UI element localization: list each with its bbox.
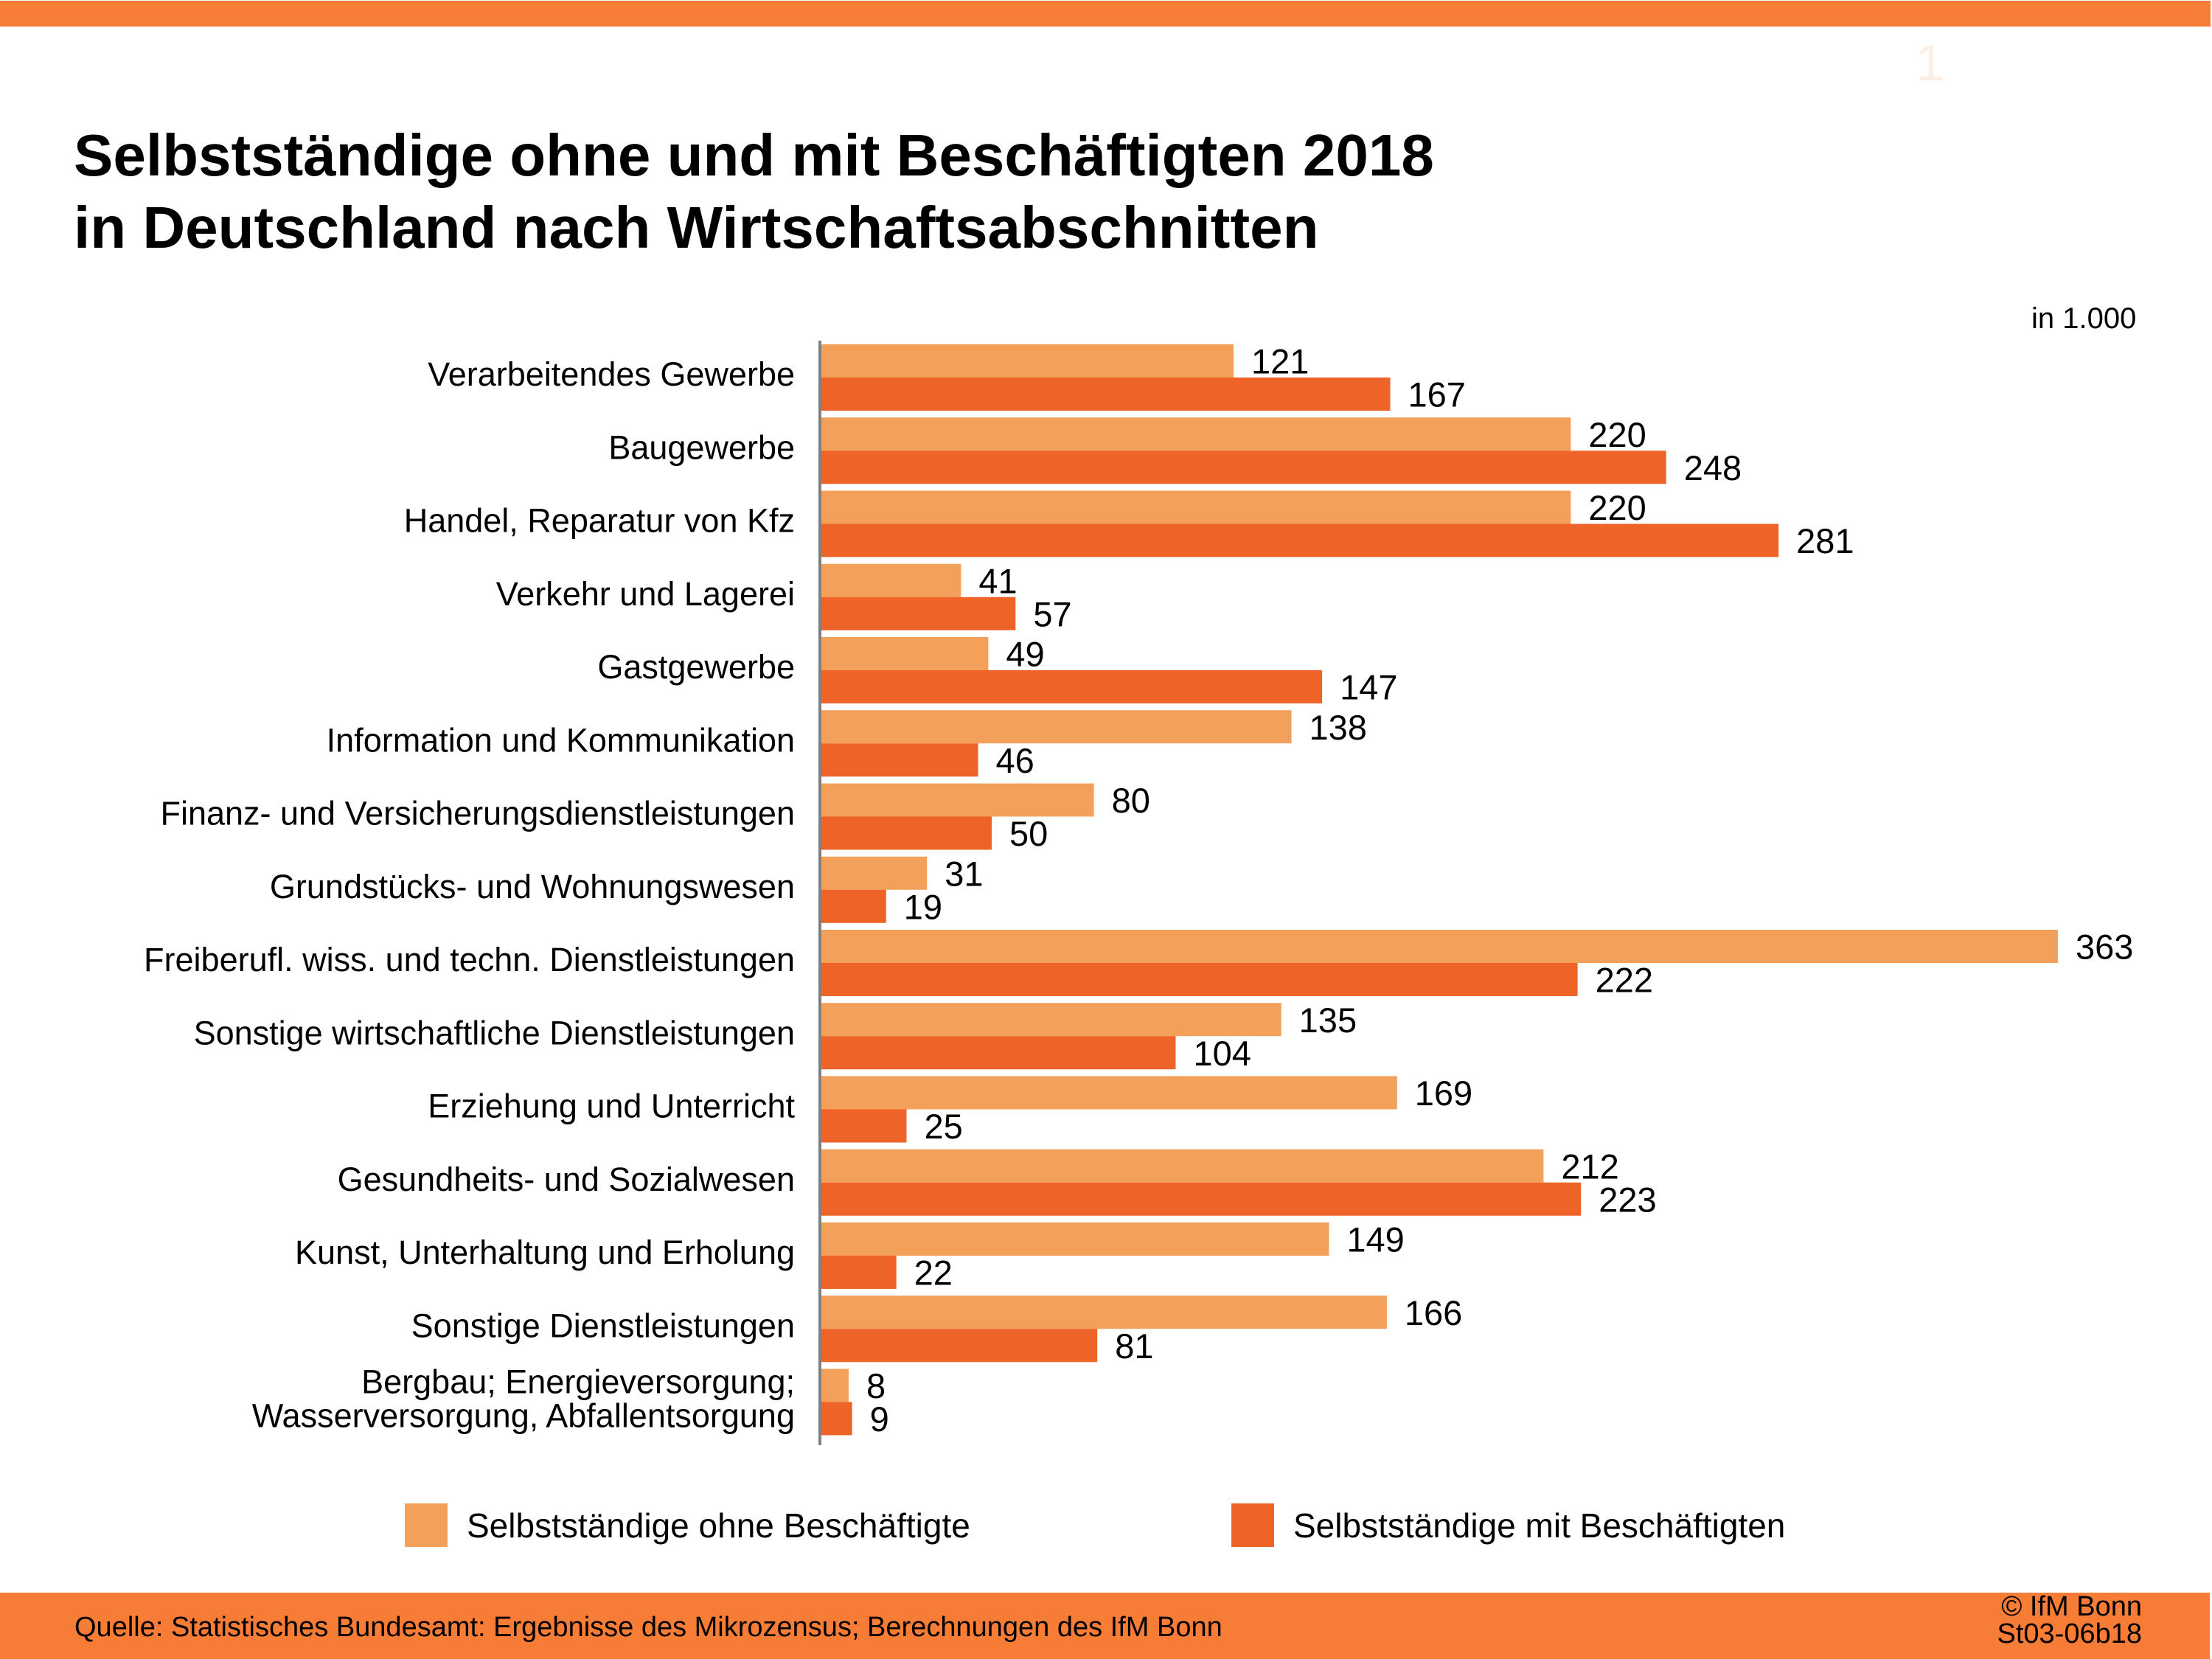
chart-title-line-1: Selbstständige ohne und mit Beschäftigte… (74, 122, 1434, 188)
value-label-mit: 222 (1596, 961, 1653, 1000)
value-label-ohne: 149 (1346, 1220, 1404, 1259)
bar-mit (821, 670, 1323, 703)
bar-ohne (821, 710, 1292, 744)
bar-mit (821, 524, 1779, 557)
category-label: Erziehung und Unterricht (428, 1088, 795, 1125)
bar-ohne (821, 1076, 1397, 1110)
category-label: Finanz- und Versicherungsdienstleistunge… (160, 795, 795, 832)
bar-mit (821, 1109, 907, 1143)
value-label-mit: 19 (904, 887, 942, 926)
chart-code: St03-06b18 (1997, 1618, 2143, 1649)
source-note: Quelle: Statistisches Bundesamt: Ergebni… (74, 1612, 1222, 1643)
bar-mit (821, 816, 992, 850)
category-label: Gastgewerbe (597, 648, 795, 686)
value-label-mit: 25 (924, 1107, 962, 1146)
bar-ohne (821, 783, 1094, 817)
bar-mit (821, 1182, 1582, 1216)
bar-ohne (821, 637, 989, 670)
legend-label-ohne: Selbstständige ohne Beschäftigte (467, 1506, 970, 1545)
bar-mit (821, 1402, 852, 1436)
unit-label: in 1.000 (2031, 302, 2137, 335)
bar-ohne (821, 1003, 1281, 1037)
bar-mit (821, 1329, 1098, 1363)
bar-mit (821, 1256, 897, 1289)
value-label-ohne: 80 (1112, 781, 1150, 820)
value-label-ohne: 8 (866, 1366, 886, 1405)
category-label: Verkehr und Lagerei (496, 575, 795, 613)
value-label-ohne: 41 (978, 561, 1017, 600)
category-label: Information und Kommunikation (327, 721, 795, 759)
value-label-mit: 248 (1684, 448, 1742, 487)
bar-ohne (821, 930, 2058, 963)
value-label-ohne: 212 (1561, 1147, 1618, 1186)
value-label-ohne: 135 (1299, 1001, 1357, 1040)
category-label: Baugewerbe (608, 428, 795, 466)
bar-mit (821, 889, 886, 923)
value-label-ohne: 220 (1588, 415, 1646, 454)
value-label-mit: 46 (996, 741, 1034, 780)
category-label: Gesundheits- und Sozialwesen (338, 1161, 795, 1198)
chart-title: Selbstständige ohne und mit Beschäftigte… (74, 119, 1434, 264)
category-label: Verarbeitendes Gewerbe (428, 355, 795, 393)
value-label-mit: 147 (1340, 668, 1397, 707)
copyright-label: © IfM Bonn (2001, 1591, 2142, 1622)
bar-ohne (821, 344, 1234, 378)
value-label-mit: 104 (1193, 1034, 1251, 1073)
bar-mit (821, 1036, 1176, 1070)
value-label-ohne: 31 (945, 854, 983, 893)
value-label-ohne: 166 (1405, 1293, 1462, 1332)
value-label-ohne: 121 (1251, 342, 1309, 381)
legend-item-ohne: Selbstständige ohne Beschäftigte (405, 1503, 970, 1547)
value-label-mit: 223 (1599, 1180, 1656, 1219)
bar-ohne (821, 490, 1571, 524)
value-label-mit: 81 (1115, 1326, 1153, 1366)
value-label-mit: 281 (1796, 521, 1854, 560)
bars (821, 344, 2058, 1436)
footer-band: Quelle: Statistisches Bundesamt: Ergebni… (0, 1593, 2210, 1659)
value-label-ohne: 169 (1415, 1074, 1472, 1113)
category-label: Sonstige Dienstleistungen (411, 1307, 795, 1344)
bar-ohne (821, 417, 1571, 451)
bar-ohne (821, 856, 928, 890)
value-label-mit: 22 (914, 1253, 953, 1293)
header-band (0, 1, 2211, 27)
value-label-ohne: 138 (1310, 708, 1367, 747)
bar-mit (821, 378, 1391, 411)
category-label: Kunst, Unterhaltung und Erholung (295, 1234, 795, 1271)
bar-mit (821, 597, 1016, 630)
category-label: Sonstige wirtschaftliche Dienstleistunge… (194, 1014, 795, 1051)
legend-label-mit: Selbstständige mit Beschäftigten (1293, 1506, 1786, 1545)
legend-swatch-ohne (405, 1503, 448, 1547)
bar-ohne (821, 1295, 1387, 1329)
chart-title-line-2: in Deutschland nach Wirtschaftsabschnitt… (74, 195, 1319, 260)
bar-ohne (821, 563, 961, 597)
bar-mit (821, 743, 978, 777)
value-label-ohne: 363 (2076, 928, 2133, 967)
category-labels: Verarbeitendes Gewerbe Baugewerbe Handel, … (144, 355, 795, 1435)
legend-item-mit: Selbstständige mit Beschäftigten (1231, 1503, 1785, 1547)
credit-block: © IfM Bonn St03-06b18 (1997, 1593, 2143, 1648)
category-label: Bergbau; Energieversorgung; Wasserversorg… (252, 1363, 795, 1435)
value-label-mit: 57 (1033, 594, 1071, 633)
value-label-mit: 167 (1408, 375, 1466, 414)
category-label: Freiberufl. wiss. und techn. Dienstleist… (144, 941, 795, 978)
bar-mit (821, 963, 1578, 996)
bar-ohne (821, 1222, 1329, 1256)
page-number: 1 (1916, 34, 1944, 91)
bar-ohne (821, 1149, 1544, 1183)
legend-swatch-mit (1231, 1503, 1274, 1547)
value-label-mit: 9 (870, 1399, 889, 1439)
value-label-ohne: 49 (1006, 635, 1044, 674)
value-label-mit: 50 (1009, 814, 1048, 853)
bar-mit (821, 451, 1666, 484)
category-label: Grundstücks- und Wohnungswesen (270, 868, 795, 905)
value-label-ohne: 220 (1588, 488, 1646, 527)
category-label: Handel, Reparatur von Kfz (404, 502, 795, 540)
bar-ohne (821, 1368, 849, 1402)
